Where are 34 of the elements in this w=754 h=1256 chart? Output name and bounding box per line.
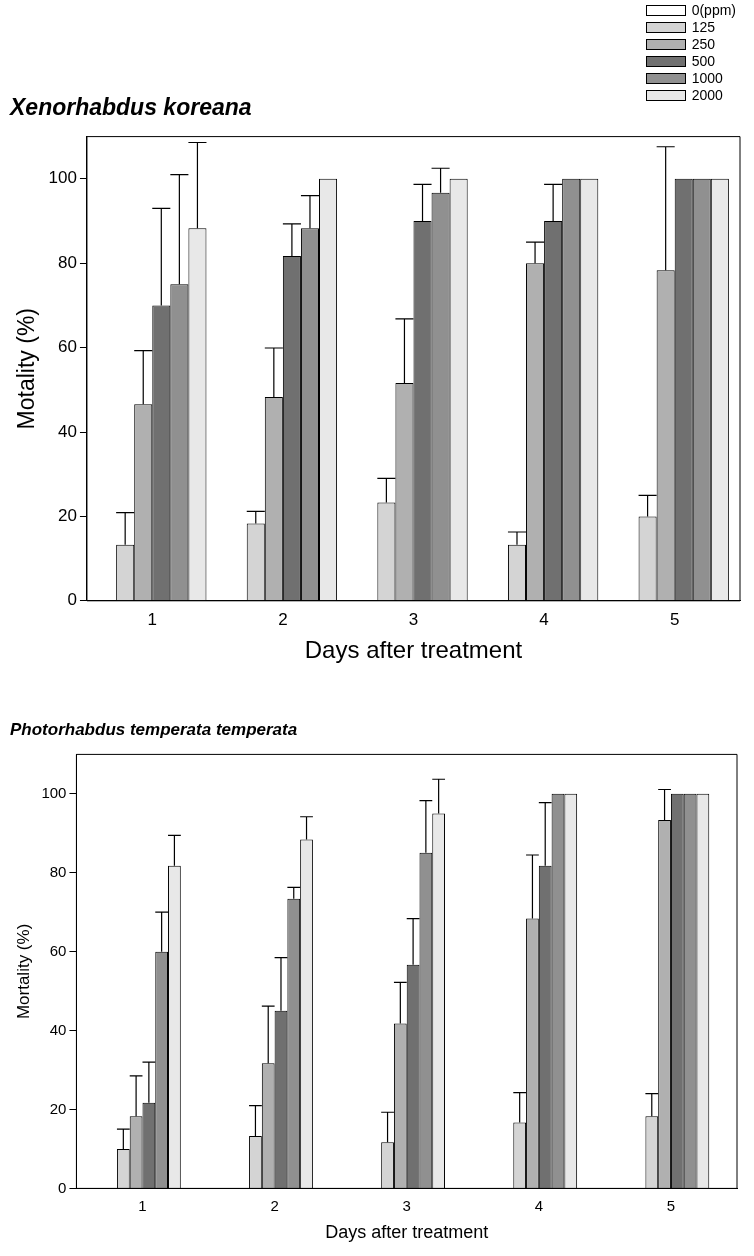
y-tick-label: 40 [58, 421, 77, 441]
y-tick-label: 20 [58, 506, 77, 526]
x-tick-label: 2 [278, 609, 288, 629]
y-tick-label: 80 [49, 862, 67, 880]
x-tick-label: 4 [539, 609, 549, 629]
x-tick-label: 5 [666, 1196, 676, 1214]
y-tick-label: 60 [49, 941, 67, 959]
y-tick-label: 0 [67, 590, 77, 610]
y-axis-title: Motality (%) [13, 308, 40, 430]
legend-label: 2000 [691, 87, 723, 104]
x-axis-title: Days after treatment [304, 636, 523, 664]
x-tick-label: 4 [534, 1196, 543, 1214]
x-tick-label: 1 [147, 609, 157, 629]
y-tick-label: 100 [41, 784, 67, 801]
x-axis-title: Days after treatment [325, 1222, 489, 1243]
y-tick-label: 0 [58, 1178, 67, 1196]
x-tick-label: 1 [138, 1196, 147, 1214]
chart-title: Photorhabdus temperata temperata [10, 719, 298, 739]
y-tick-label: 60 [58, 337, 77, 357]
legend-label: 250 [691, 36, 715, 53]
x-tick-label: 2 [270, 1196, 279, 1214]
y-tick-label: 20 [49, 1099, 67, 1117]
chart-title: Xenorhabdus koreana [8, 94, 252, 121]
legend-label: 1000 [691, 70, 723, 87]
legend-label: 0(ppm) [691, 2, 736, 19]
x-tick-label: 3 [408, 609, 419, 629]
legend-label: 500 [691, 53, 715, 70]
y-tick-label: 80 [58, 252, 77, 272]
x-tick-label: 5 [669, 609, 680, 629]
y-tick-label: 100 [48, 168, 77, 188]
y-tick-label: 40 [49, 1020, 67, 1038]
x-tick-label: 3 [402, 1196, 411, 1214]
legend-label: 125 [691, 19, 715, 36]
y-axis-title: Mortality (%) [13, 923, 33, 1020]
